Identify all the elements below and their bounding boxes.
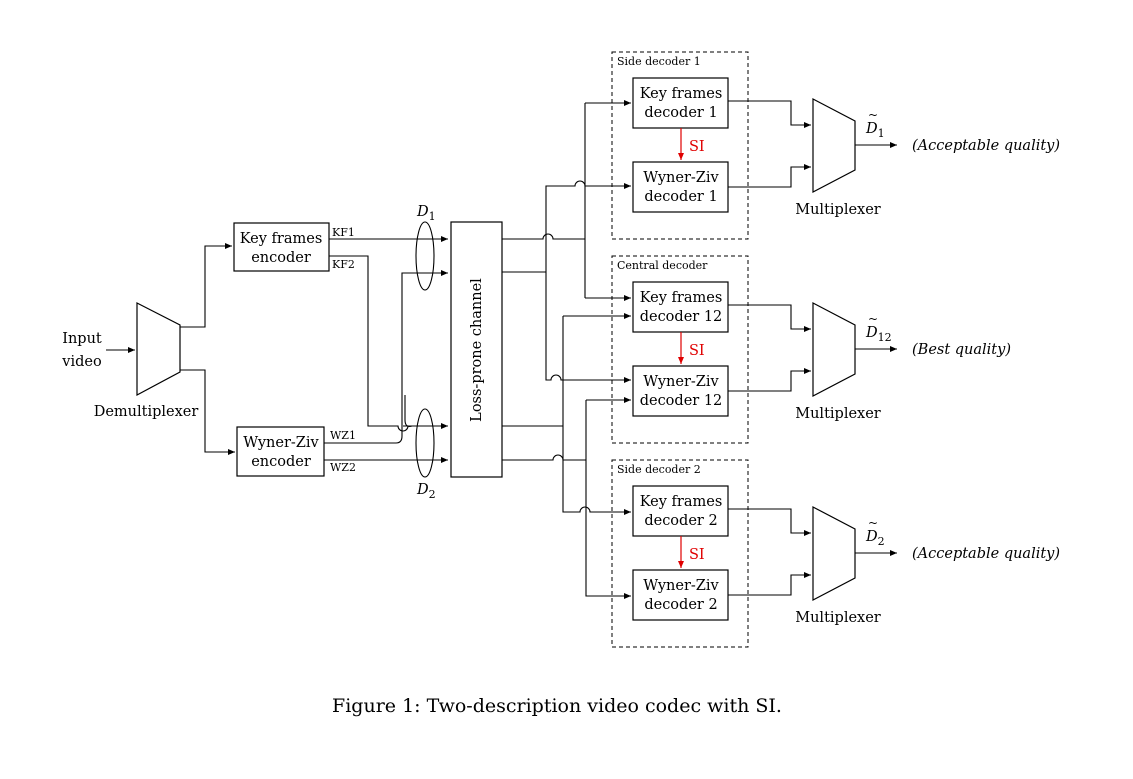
bus-kf2-to-kfd2 bbox=[562, 316, 631, 515]
d1-label: D1 bbox=[416, 204, 436, 223]
kf2-label: KF2 bbox=[332, 258, 355, 271]
multiplexer bbox=[812, 506, 856, 601]
multiplexer bbox=[812, 98, 856, 193]
wz-decoder-line-1: Wyner-Ziv bbox=[643, 578, 719, 594]
loss-prone-channel bbox=[450, 221, 503, 478]
demux-to-wz-arrow bbox=[180, 369, 235, 455]
wz-decoder-line-1: Wyner-Ziv bbox=[643, 170, 719, 186]
multiplexer-label: Multiplexer bbox=[795, 406, 881, 422]
svg-text:video: video bbox=[61, 354, 101, 370]
group-title: Side decoder 2 bbox=[617, 463, 701, 476]
kf-decoder-box bbox=[632, 485, 729, 537]
kf-out-wire bbox=[728, 100, 811, 128]
wz1-wire bbox=[324, 270, 448, 444]
wz-decoder-box bbox=[632, 365, 729, 417]
input-video: Input video bbox=[61, 331, 102, 370]
wz-decoder-box bbox=[632, 569, 729, 621]
group-title: Central decoder bbox=[617, 259, 708, 272]
tilde-mark: ~ bbox=[868, 516, 878, 530]
bus-wz2-to-wzd2 bbox=[585, 400, 631, 599]
kf2-wire-a bbox=[329, 255, 413, 432]
figure-caption: Figure 1: Two-description video codec wi… bbox=[332, 695, 782, 717]
quality-label: (Acceptable quality) bbox=[912, 546, 1060, 562]
demultiplexer-label: Demultiplexer bbox=[94, 404, 199, 420]
d2-label: D2 bbox=[416, 482, 436, 501]
group-title: Side decoder 1 bbox=[617, 55, 701, 68]
kf-decoder-line-2: decoder 2 bbox=[644, 513, 717, 529]
svg-text:Key frames: Key frames bbox=[240, 231, 323, 247]
bus-wz1-to-wzd1 bbox=[545, 180, 631, 272]
svg-text:encoder: encoder bbox=[251, 454, 311, 470]
svg-text:Input: Input bbox=[62, 331, 102, 347]
svg-text:encoder: encoder bbox=[251, 250, 311, 266]
wz1-label: WZ1 bbox=[330, 429, 356, 442]
distortion-label: D12 bbox=[865, 325, 892, 344]
wz-decoder-line-1: Wyner-Ziv bbox=[643, 374, 719, 390]
kf-decoder-line-2: decoder 1 bbox=[644, 105, 717, 121]
d2-ellipse bbox=[415, 408, 435, 478]
kf-encoder: Key frames encoder bbox=[233, 222, 330, 272]
kf-decoder-line-1: Key frames bbox=[640, 494, 723, 510]
quality-label: (Best quality) bbox=[912, 342, 1011, 358]
kf-decoder-line-1: Key frames bbox=[640, 86, 723, 102]
tilde-mark: ~ bbox=[868, 312, 878, 326]
demultiplexer bbox=[136, 302, 181, 397]
multiplexer bbox=[812, 302, 856, 397]
kf-decoder-line-1: Key frames bbox=[640, 290, 723, 306]
side-decoder-1: Side decoder 1 Key frames decoder 1 Wyner-Z… bbox=[611, 51, 1060, 240]
si-label: SI bbox=[689, 547, 705, 563]
channel-label: Loss-prone channel bbox=[469, 278, 485, 422]
bus-wz1-to-wzd12 bbox=[545, 272, 631, 383]
multiplexer-label: Multiplexer bbox=[795, 610, 881, 626]
quality-label: (Acceptable quality) bbox=[912, 138, 1060, 154]
svg-text:Wyner-Ziv: Wyner-Ziv bbox=[243, 435, 319, 451]
si-label: SI bbox=[689, 343, 705, 359]
decoder-groups: Side decoder 1 Key frames decoder 1 Wyner-Z… bbox=[611, 51, 1060, 648]
wz-decoder-box bbox=[632, 161, 729, 213]
tilde-mark: ~ bbox=[868, 108, 878, 122]
si-label: SI bbox=[689, 139, 705, 155]
d1-ellipse bbox=[415, 221, 435, 291]
central-decoder: Central decoder Key frames decoder 12 Wyner… bbox=[611, 255, 1011, 444]
kf-out-wire bbox=[728, 508, 811, 536]
kf-decoder-line-2: decoder 12 bbox=[640, 309, 723, 325]
distortion-label: D1 bbox=[865, 121, 885, 140]
ch-out-1 bbox=[502, 233, 585, 240]
wz-out-wire bbox=[728, 572, 811, 596]
multiplexer-label: Multiplexer bbox=[795, 202, 881, 218]
wz-out-wire bbox=[728, 368, 811, 392]
demux-to-kf-arrow bbox=[180, 243, 232, 328]
wz-out-wire bbox=[728, 164, 811, 188]
wz-decoder-line-2: decoder 2 bbox=[644, 597, 717, 613]
kf1-label: KF1 bbox=[332, 226, 355, 239]
side-decoder-2: Side decoder 2 Key frames decoder 2 Wyner-Z… bbox=[611, 459, 1060, 648]
wz-encoder: Wyner-Ziv encoder bbox=[236, 426, 325, 477]
ch-out-4 bbox=[502, 454, 586, 461]
distortion-label: D2 bbox=[865, 529, 885, 548]
wz-decoder-line-2: decoder 12 bbox=[640, 393, 723, 409]
wz-decoder-line-2: decoder 1 bbox=[644, 189, 717, 205]
kf-out-wire bbox=[728, 304, 811, 332]
wz2-label: WZ2 bbox=[330, 461, 356, 474]
